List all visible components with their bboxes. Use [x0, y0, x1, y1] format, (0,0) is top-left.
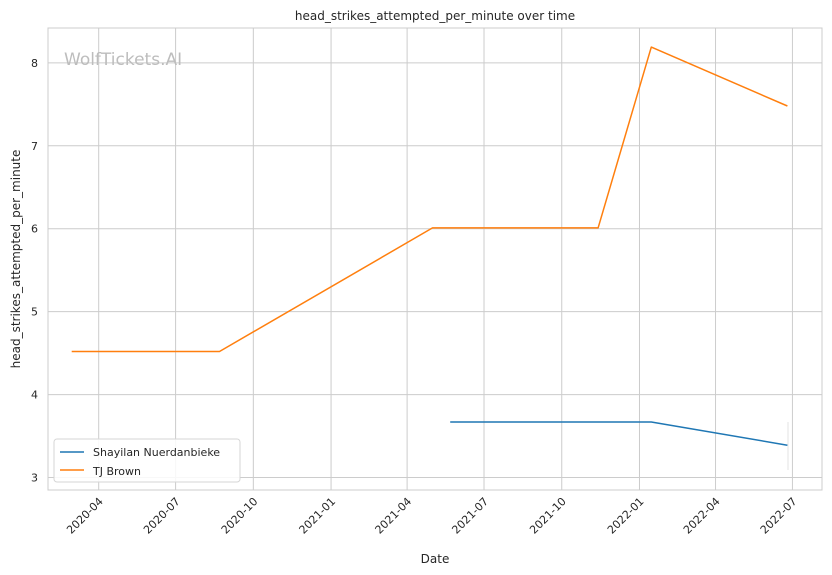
x-axis-label: Date [421, 552, 450, 566]
watermark: WolfTickets.AI [64, 50, 182, 70]
y-tick-label: 3 [31, 472, 38, 485]
chart-title: head_strikes_attempted_per_minute over t… [295, 9, 575, 23]
legend: Shayilan Nuerdanbieke TJ Brown [53, 438, 241, 483]
plot-frame [47, 27, 823, 491]
y-axis-label: head_strikes_attempted_per_minute [9, 150, 23, 369]
y-tick-label: 8 [31, 57, 38, 70]
y-tick-labels: 3 4 5 6 7 8 [31, 57, 38, 485]
series-lines [71, 46, 788, 446]
y-tick-label: 7 [31, 140, 38, 153]
legend-label-shayilan: Shayilan Nuerdanbieke [93, 446, 220, 459]
y-tick-label: 4 [31, 389, 38, 402]
series-line-tj-brown [71, 46, 788, 353]
series-line-shayilan [450, 421, 788, 446]
legend-box [53, 438, 241, 483]
y-tick-label: 6 [31, 223, 38, 236]
legend-label-tj-brown: TJ Brown [92, 465, 141, 478]
y-tick-label: 5 [31, 306, 38, 319]
